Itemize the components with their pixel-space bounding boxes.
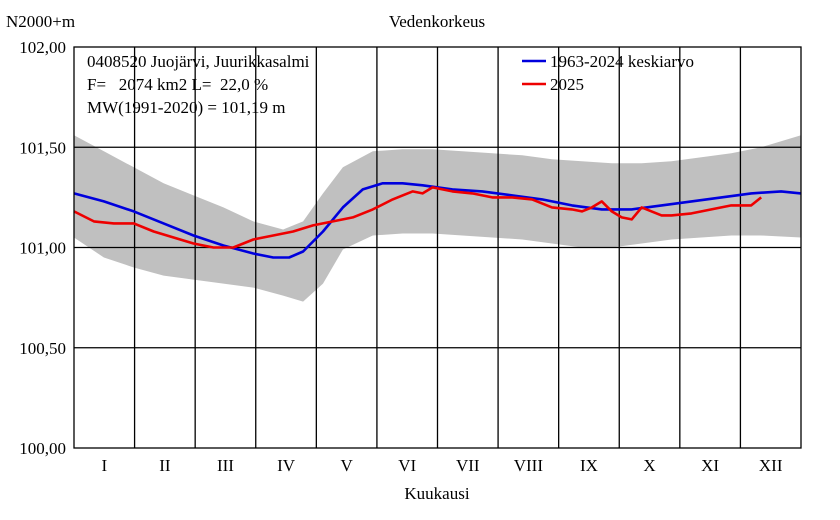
legend-label-mean: 1963-2024 keskiarvo <box>550 52 694 71</box>
x-tick-label: I <box>101 456 107 475</box>
x-axis-label: Kuukausi <box>404 484 469 503</box>
x-tick-label: IV <box>277 456 296 475</box>
y-axis-label: N2000+m <box>6 12 75 31</box>
y-tick-label: 101,00 <box>19 239 66 258</box>
x-tick-label: VI <box>398 456 416 475</box>
x-tick-label: V <box>340 456 353 475</box>
x-tick-label: XII <box>759 456 783 475</box>
x-tick-label: IX <box>580 456 598 475</box>
chart-title: Vedenkorkeus <box>389 12 485 31</box>
series-line-mean <box>73 182 802 259</box>
legend-label-2025: 2025 <box>550 75 584 94</box>
x-tick-label: III <box>217 456 234 475</box>
y-tick-label: 101,50 <box>19 138 66 157</box>
series-line-2025 <box>73 186 763 249</box>
x-tick-label: VII <box>456 456 480 475</box>
catchment-info: F= 2074 km2 L= 22,0 % <box>87 75 268 94</box>
mean-water-level: MW(1991-2020) = 101,19 m <box>87 98 285 117</box>
info-box: 0408520 Juojärvi, Juurikkasalmi F= 2074 … <box>87 52 310 117</box>
y-tick-label: 100,50 <box>19 339 66 358</box>
x-tick-label: XI <box>701 456 719 475</box>
legend: 1963-2024 keskiarvo 2025 <box>522 52 694 94</box>
y-tick-label: 102,00 <box>19 38 66 57</box>
y-tick-label: 100,00 <box>19 439 66 458</box>
x-tick-label: II <box>159 456 171 475</box>
x-tick-label: VIII <box>514 456 544 475</box>
station-name: 0408520 Juojärvi, Juurikkasalmi <box>87 52 310 71</box>
plot-frame <box>73 46 802 449</box>
x-tick-label: X <box>643 456 655 475</box>
